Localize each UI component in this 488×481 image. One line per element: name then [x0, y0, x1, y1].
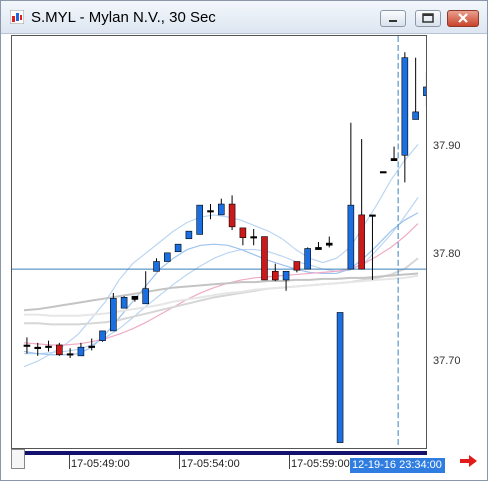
candle-body [34, 346, 42, 349]
chart-app-icon [10, 10, 24, 24]
candle-body [379, 171, 387, 174]
candle-body [336, 312, 344, 443]
candle-body [196, 204, 203, 235]
candle-body [401, 57, 409, 156]
crosshair-time-label: 12-19-16 23:34:00 [350, 458, 445, 473]
y-tick-label: 37.80 [433, 248, 461, 260]
candle-body [120, 296, 128, 309]
maximize-button[interactable] [415, 10, 441, 27]
x-tick-label: 17-05:54:00 [181, 458, 240, 470]
x-tick-label: 17-05:59:00 [291, 458, 350, 470]
candle-body [23, 344, 31, 347]
window-title: S.MYL - Mylan N.V., 30 Sec [31, 9, 216, 26]
y-tick-label: 37.70 [433, 355, 461, 367]
candle-body [293, 261, 301, 271]
candle-body [347, 204, 355, 270]
moving-average-line [23, 272, 419, 312]
candle-body [412, 111, 419, 120]
candle-body [45, 345, 52, 348]
candle-body [271, 270, 279, 281]
moving-average-line [23, 274, 419, 317]
candle-body [261, 236, 268, 281]
time-axis-scrollbar[interactable]: 17-05:49:00 17-05:54:00 17-05:59:00 [11, 449, 427, 471]
candle-body [423, 86, 426, 96]
price-axis: 37.90 37.80 37.70 [427, 35, 487, 449]
candle-body [325, 242, 333, 246]
x-tick-label: 17-05:49:00 [71, 458, 130, 470]
candle-body [88, 345, 96, 348]
candle-body [153, 261, 160, 272]
candle-body [185, 230, 193, 240]
x-tick-mark [69, 455, 70, 469]
y-tick-label: 37.90 [433, 140, 461, 152]
close-button[interactable] [447, 10, 479, 27]
candle-body [174, 243, 182, 253]
price-chart-plot[interactable] [11, 35, 427, 449]
minimize-button[interactable] [380, 10, 406, 27]
candle-body [315, 247, 322, 250]
candle-body [228, 203, 236, 228]
candle-body [390, 158, 398, 161]
candle-body [142, 288, 149, 305]
candle-body [99, 330, 106, 341]
candle-body [250, 236, 257, 239]
candle-body [239, 227, 247, 238]
scroll-track[interactable] [25, 451, 427, 455]
candle-body [358, 214, 365, 270]
x-tick-mark [179, 455, 180, 469]
candle-body [110, 298, 117, 332]
candle-body [66, 353, 74, 356]
minimize-icon [389, 20, 397, 22]
candle-body [369, 214, 376, 217]
scroll-right-arrow-icon[interactable] [459, 453, 479, 469]
candle-body [282, 270, 290, 281]
scroll-handle[interactable] [11, 449, 25, 469]
title-bar[interactable]: S.MYL - Mylan N.V., 30 Sec [1, 1, 487, 34]
candle-body [164, 252, 171, 262]
candle-body [77, 346, 85, 357]
candle-body [56, 344, 63, 356]
candle-body [207, 210, 214, 213]
x-tick-mark [289, 455, 290, 469]
candle-body [304, 248, 311, 270]
maximize-icon [422, 13, 434, 23]
candle-body [131, 295, 139, 300]
candle-body [218, 203, 225, 216]
close-icon [458, 13, 468, 23]
